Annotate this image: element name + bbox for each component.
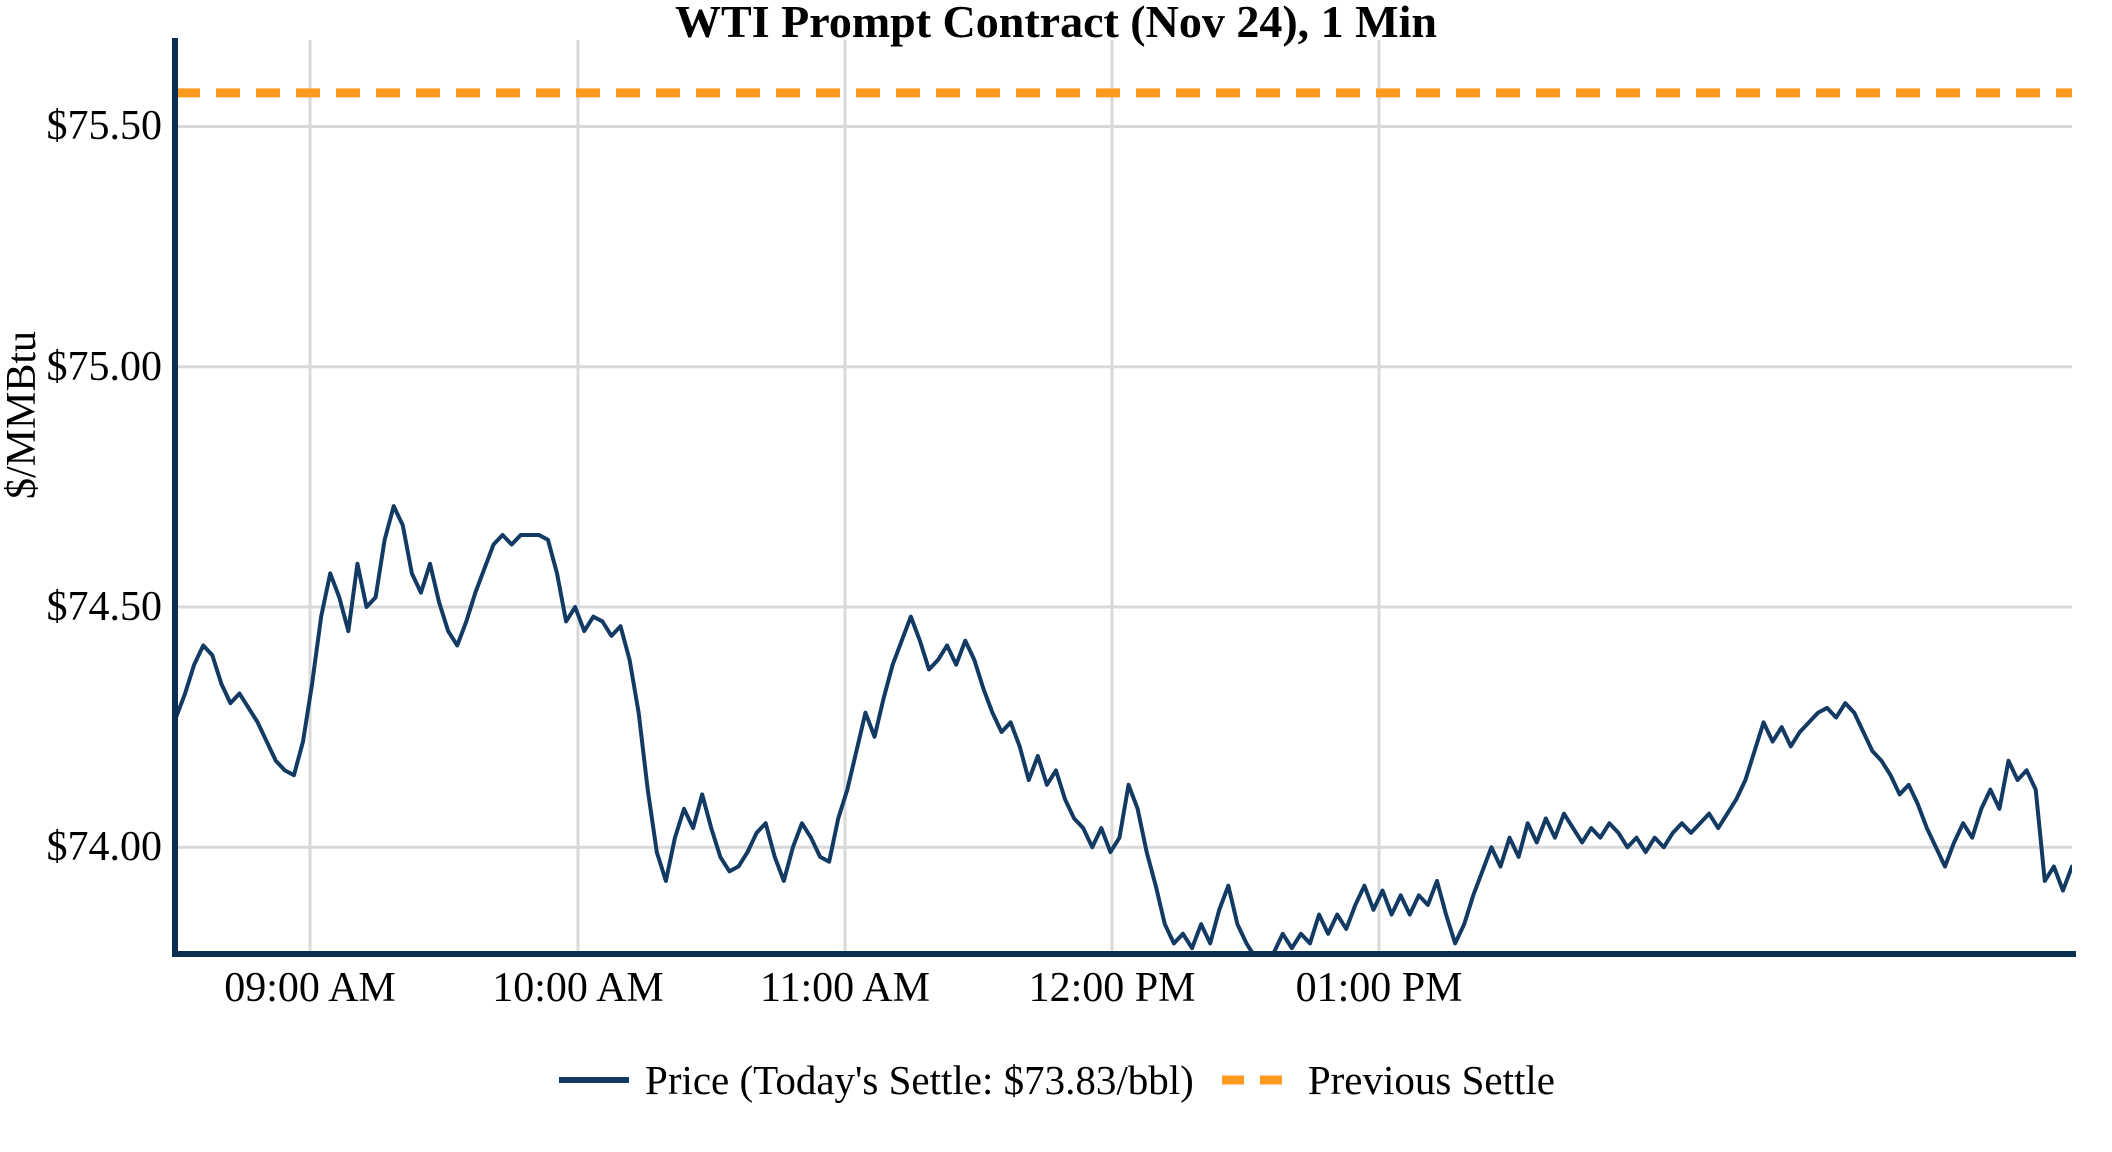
chart-canvas (176, 40, 2072, 953)
legend-label-previous-settle: Previous Settle (1307, 1057, 1555, 1103)
x-tick-label: 01:00 PM (1295, 965, 1463, 1011)
y-tick-label: $74.00 (46, 824, 163, 871)
y-tick-label: $75.00 (46, 343, 163, 390)
legend-entry-previous-settle[interactable]: Previous Settle (1220, 1058, 1555, 1102)
y-tick-label: $75.50 (46, 103, 163, 150)
y-axis-spine (172, 38, 178, 957)
page-title: WTI Prompt Contract (Nov 24), 1 Min (675, 0, 1437, 47)
legend-entry-price[interactable]: Price (Today's Settle: $73.83/bbl) (557, 1058, 1194, 1102)
x-tick-label: 10:00 AM (492, 965, 664, 1011)
x-axis-spine (172, 951, 2076, 957)
legend-label-price: Price (Today's Settle: $73.83/bbl) (645, 1057, 1194, 1103)
solid-line-swatch (559, 1077, 630, 1083)
y-tick-label: $74.50 (46, 584, 163, 631)
y-axis-tick-labels: $75.50 $75.00 $74.50 $74.00 (0, 0, 163, 1152)
x-tick-label: 09:00 AM (224, 965, 396, 1011)
chart-legend: Price (Today's Settle: $73.83/bbl) Previ… (0, 1058, 2112, 1102)
dashed-line-swatch (1221, 1075, 1292, 1085)
x-tick-label: 12:00 PM (1028, 965, 1196, 1011)
price-line (176, 504, 2072, 953)
x-tick-label: 11:00 AM (760, 965, 930, 1011)
plot-area (176, 40, 2072, 953)
